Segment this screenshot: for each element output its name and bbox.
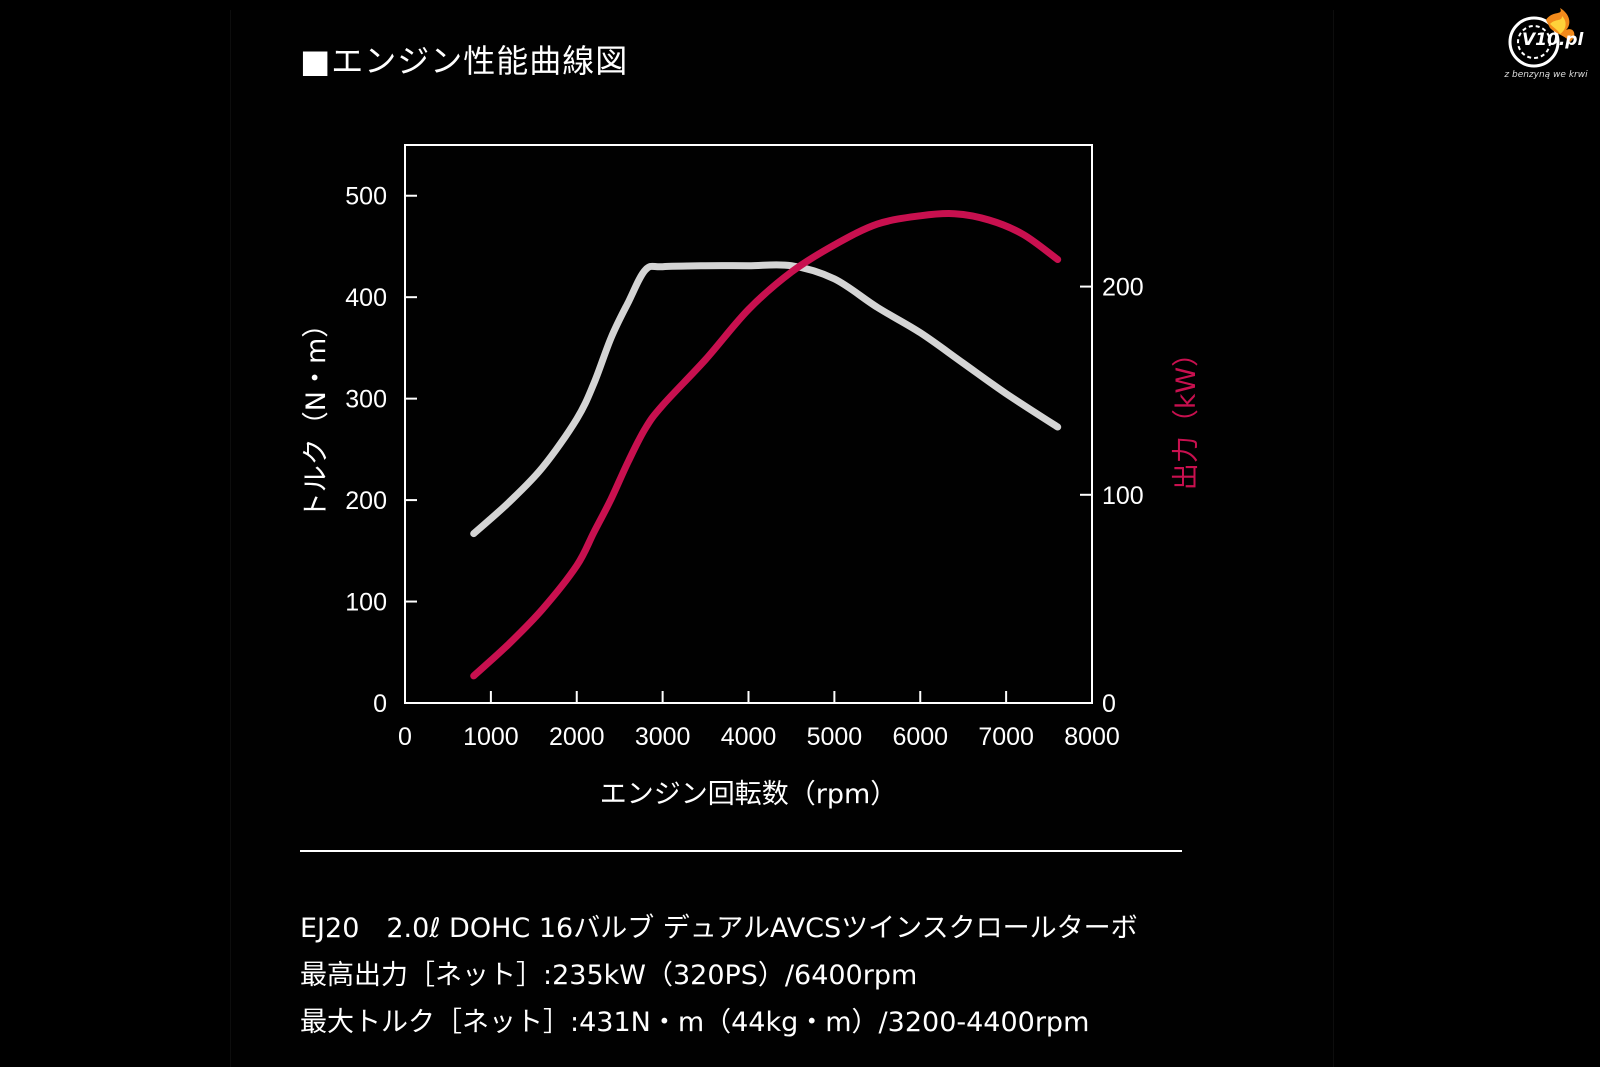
y-right-tick-label: 100 [1102,482,1144,510]
content-panel [230,10,1334,1067]
x-tick-label: 6000 [892,723,948,751]
y-right-axis-label: 出力（kW） [1171,340,1202,490]
y-left-tick-label: 0 [373,690,387,718]
page-title: ■エンジン性能曲線図 [300,42,629,80]
tire-flame-icon [1508,8,1575,68]
y-left-tick-label: 200 [345,487,387,515]
torque-curve [470,261,1062,538]
x-tick-label: 7000 [978,723,1034,751]
x-tick-label: 5000 [807,723,863,751]
x-tick-label: 1000 [463,723,519,751]
watermark-slogan: z benzyną we krwi [1504,70,1588,80]
x-tick-label: 8000 [1064,723,1120,751]
y-right-tick-label: 200 [1102,274,1144,302]
y-left-tick-label: 100 [345,589,387,617]
spec-list: EJ20 2.0ℓ DOHC 16バルブ デュアルAVCSツインスクロールターボ… [300,905,1138,1046]
divider [300,850,1182,852]
x-tick-label: 4000 [721,723,777,751]
spec-max-torque: 最大トルク［ネット］:431N・m（44kg・m）/3200-4400rpm [300,1007,1090,1038]
watermark-logo: V10.pl z benzyną we krwi [1496,6,1596,88]
y-left-axis-label: トルク（N・m） [301,311,332,520]
spec-max-power: 最高出力［ネット］:235kW（320PS）/6400rpm [300,960,918,991]
y-left-tick-label: 400 [345,284,387,312]
x-tick-label: 2000 [549,723,605,751]
power-curve [470,209,1062,680]
y-right-tick-label: 0 [1102,690,1116,718]
watermark-name: V10.pl [1522,30,1584,50]
x-tick-label: 3000 [635,723,691,751]
plot-frame [404,144,1093,704]
y-left-tick-label: 300 [345,386,387,414]
x-axis-label: エンジン回転数（rpm） [600,779,898,810]
y-left-tick-label: 500 [345,183,387,211]
x-tick-label: 0 [398,723,412,751]
spec-engine: EJ20 2.0ℓ DOHC 16バルブ デュアルAVCSツインスクロールターボ [300,913,1138,944]
